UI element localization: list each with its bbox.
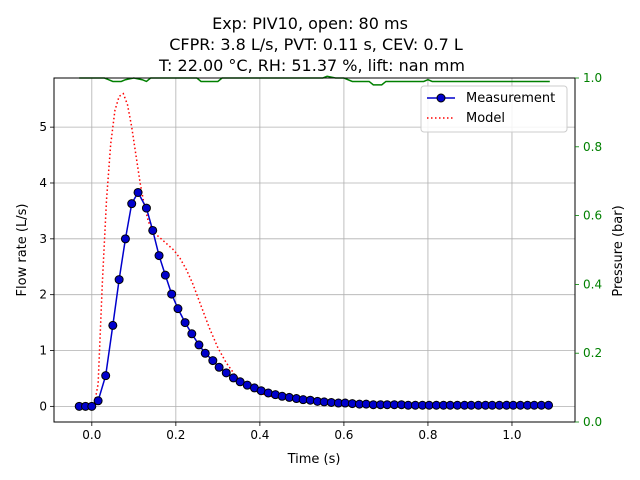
legend-measurement-marker [436,93,446,103]
chart-title-line-3: T: 22.00 °C, RH: 51.37 %, lift: nan mm [158,56,465,75]
chart-title-line-2: CFPR: 3.8 L/s, PVT: 0.11 s, CEV: 0.7 L [169,35,463,54]
x-tick-label: 0.6 [334,428,353,442]
chart-title-line-1: Exp: PIV10, open: 80 ms [212,14,408,33]
measurement-point [544,400,554,410]
x-tick-label: 1.0 [502,428,521,442]
tick-layer: 0.0 0.2 0.4 0.6 0.8 1.0 0 1 2 3 4 5 0.0 0.2 0.4 0.6 0.8 1… [39,71,602,442]
measurement-point [187,329,197,339]
x-tick-label: 0.0 [82,428,101,442]
measurement-point [108,320,118,330]
y-tick-label: 0 [39,399,47,413]
measurement-point [120,234,130,244]
grid-lines [54,78,575,422]
legend: Measurement Model [420,85,568,133]
legend-measurement-label: Measurement [466,91,555,106]
x-tick-label: 0.2 [166,428,185,442]
y2-tick-label: 0.2 [583,346,602,360]
y2-tick-label: 0.0 [583,415,602,429]
y-tick-label: 5 [39,120,47,134]
measurement-point [200,348,210,358]
plot-frame [53,77,576,423]
x-tick-label: 0.4 [250,428,269,442]
x-axis-label: Time (s) [287,452,341,467]
y2-tick-label: 0.4 [583,277,602,291]
y2-tick-label: 1.0 [583,71,602,85]
measurement-point [235,377,245,387]
legend-model-label: Model [466,111,505,126]
y-tick-label: 1 [39,344,47,358]
measurement-point [173,304,183,314]
y2-axis-label: Pressure (bar) [611,205,626,296]
y2-tick-label: 0.6 [583,209,602,223]
model-line [93,92,449,407]
measurement-point [208,356,218,366]
measurement-point [154,251,164,261]
measurement-point [87,401,97,411]
legend-box [420,85,568,133]
measurement-point [133,187,143,197]
y-tick-label: 3 [39,232,47,246]
measurement-point [221,368,231,378]
y-tick-label: 2 [39,288,47,302]
measurement-line [79,190,549,408]
measurement-point [148,225,158,235]
measurement-point [101,371,111,381]
measurement-point [160,270,170,280]
measurement-point [180,318,190,328]
x-tick-label: 0.8 [418,428,437,442]
measurement-point [93,396,103,406]
measurement-point [228,373,238,383]
measurement-point [127,199,137,209]
measurement-point [214,362,224,372]
measurement-point [167,289,177,299]
measurement-point [114,275,124,285]
y2-tick-label: 0.8 [583,140,602,154]
measurement-point [194,340,204,350]
measurement-point [141,203,151,213]
y-axis-label: Flow rate (L/s) [15,204,30,297]
y-tick-label: 4 [39,176,47,190]
